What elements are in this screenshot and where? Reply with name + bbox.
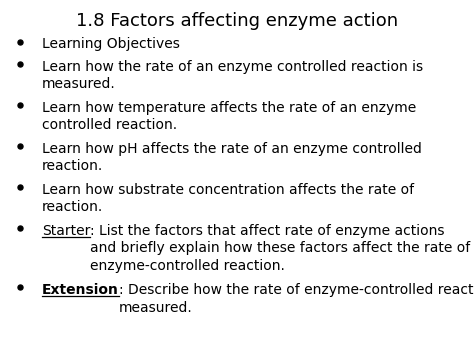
Text: Learning Objectives: Learning Objectives xyxy=(42,37,180,51)
Text: 1.8 Factors affecting enzyme action: 1.8 Factors affecting enzyme action xyxy=(76,12,398,31)
Text: Starter: Starter xyxy=(42,224,90,238)
Text: Learn how the rate of an enzyme controlled reaction is
measured.: Learn how the rate of an enzyme controll… xyxy=(42,60,423,91)
Text: Learn how temperature affects the rate of an enzyme
controlled reaction.: Learn how temperature affects the rate o… xyxy=(42,101,416,132)
Text: Extension: Extension xyxy=(42,283,118,297)
Text: Learn how substrate concentration affects the rate of
reaction.: Learn how substrate concentration affect… xyxy=(42,183,414,214)
Text: : List the factors that affect rate of enzyme actions
and briefly explain how th: : List the factors that affect rate of e… xyxy=(90,224,470,273)
Text: Learn how pH affects the rate of an enzyme controlled
reaction.: Learn how pH affects the rate of an enzy… xyxy=(42,142,421,173)
Text: : Describe how the rate of enzyme-controlled reaction is
measured.: : Describe how the rate of enzyme-contro… xyxy=(118,283,474,315)
